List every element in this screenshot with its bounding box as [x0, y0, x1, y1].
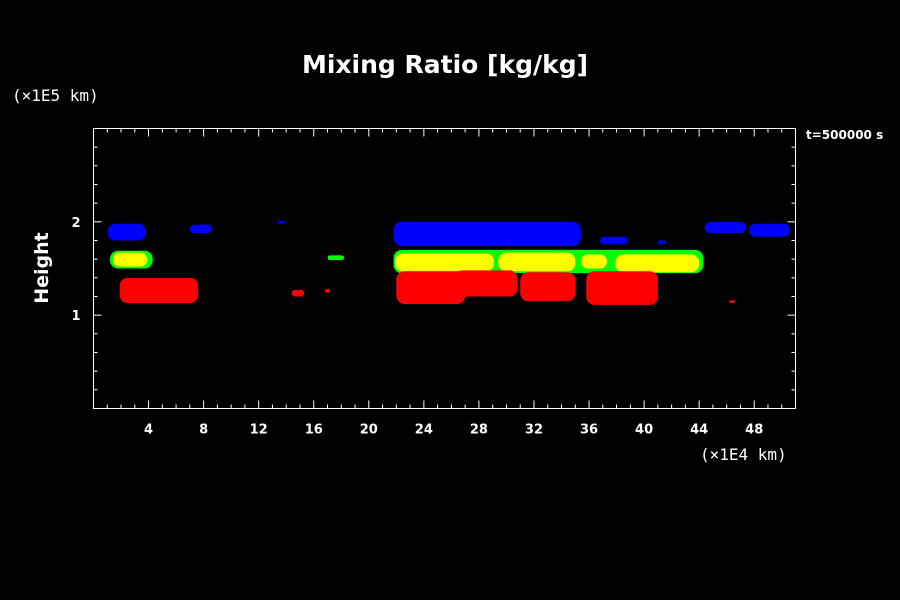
blue-region	[657, 240, 667, 245]
blue-region	[748, 223, 790, 237]
yellow-region	[580, 254, 607, 269]
red-region	[324, 289, 331, 293]
plot-frame	[93, 128, 796, 409]
x-tick-label: 48	[745, 423, 763, 438]
yellow-region	[394, 253, 495, 272]
mixing-ratio-regions	[107, 220, 790, 305]
red-region	[520, 272, 576, 302]
red-region	[291, 289, 305, 297]
red-region	[729, 300, 735, 304]
time-label: t=500000 s	[806, 128, 883, 142]
x-tick-label: 24	[415, 423, 433, 438]
y-scale-label: (×1E5 km)	[12, 86, 99, 105]
yellow-region	[615, 254, 700, 273]
x-tick-label: 36	[580, 423, 598, 438]
y-tick-label: 1	[71, 309, 80, 324]
blue-region	[189, 224, 212, 234]
chart-title: Mixing Ratio [kg/kg]	[302, 50, 588, 79]
x-tick-label: 28	[470, 423, 488, 438]
x-tick-label: 12	[250, 423, 268, 438]
x-tick-label: 8	[199, 423, 208, 438]
red-region	[454, 270, 518, 297]
red-region	[119, 277, 199, 304]
blue-region	[277, 220, 285, 224]
green-region	[327, 255, 345, 261]
blue-region	[704, 221, 746, 234]
red-region	[586, 271, 658, 305]
x-tick-label: 40	[635, 423, 653, 438]
x-tick-label: 20	[360, 423, 378, 438]
x-tick-label: 16	[305, 423, 323, 438]
x-scale-label: (×1E4 km)	[700, 445, 787, 464]
yellow-region	[112, 252, 148, 267]
yellow-region	[498, 252, 576, 272]
blue-region	[393, 221, 581, 247]
red-region	[396, 271, 466, 304]
y-tick-label: 2	[71, 216, 80, 231]
x-tick-label: 32	[525, 423, 543, 438]
blue-region	[600, 236, 628, 245]
x-tick-label: 44	[690, 423, 708, 438]
x-tick-label: 4	[144, 423, 153, 438]
y-axis-label: Height	[31, 232, 53, 304]
blue-region	[107, 223, 146, 241]
